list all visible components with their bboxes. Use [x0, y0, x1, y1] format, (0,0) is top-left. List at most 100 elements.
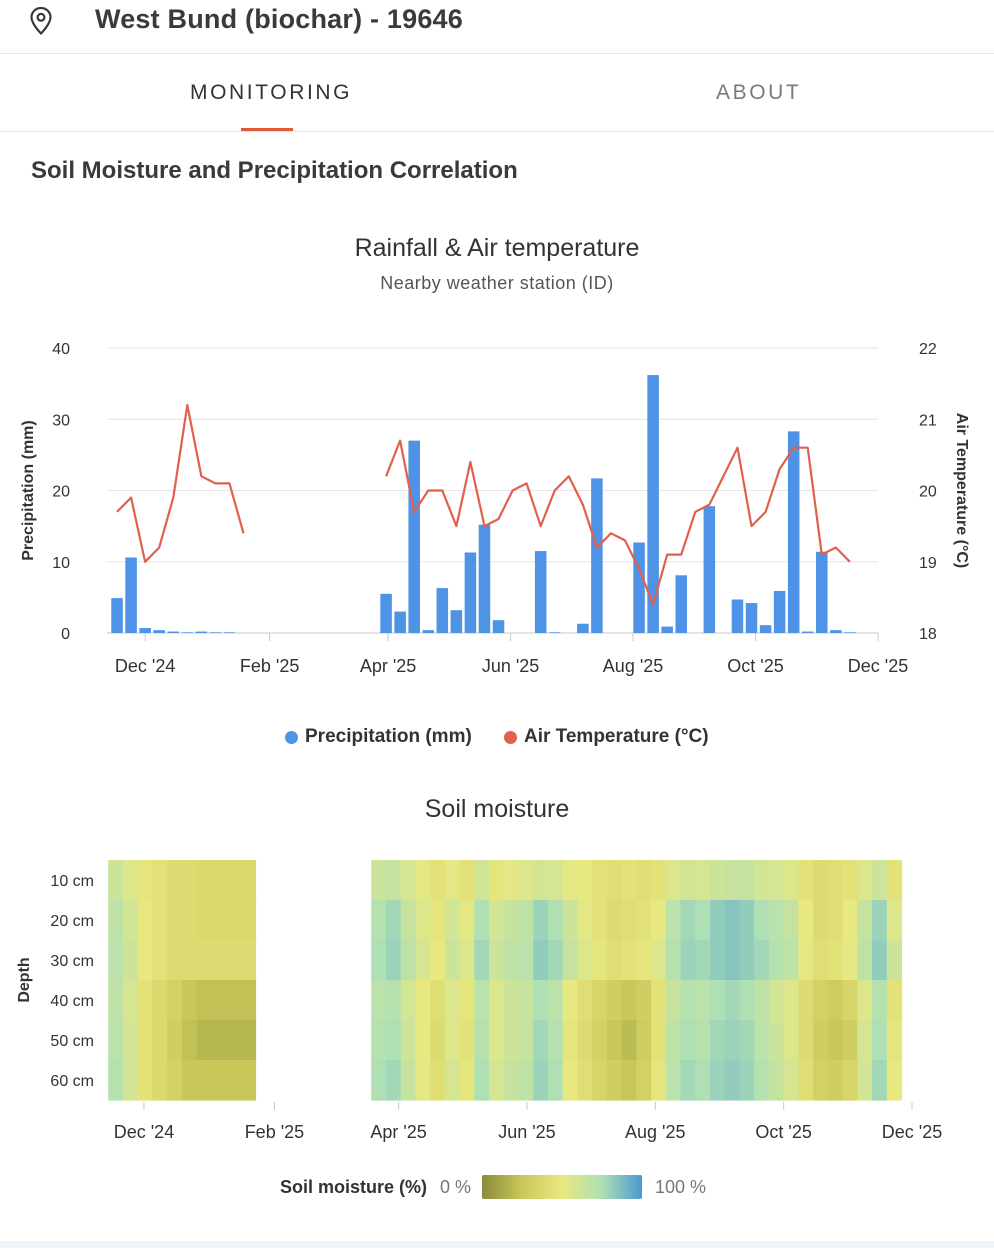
precipitation-bar [125, 557, 137, 633]
heatmap-cell [636, 980, 652, 1021]
heatmap-cell [872, 980, 888, 1021]
x-tick-label: Dec '25 [882, 1122, 942, 1142]
heatmap-cell [518, 980, 534, 1021]
tab-monitoring[interactable]: MONITORING [190, 81, 353, 104]
heatmap-cell [415, 980, 431, 1021]
heatmap-cell [651, 940, 667, 981]
precipitation-bar [394, 611, 406, 633]
heatmap-cell [430, 980, 446, 1021]
heatmap-cell [783, 1060, 799, 1101]
heatmap-cell [503, 900, 520, 941]
heatmap-cell [137, 940, 153, 981]
heatmap-cell [371, 900, 387, 941]
heatmap-cell [503, 860, 520, 901]
heatmap-cell [385, 1020, 402, 1061]
y-tick-label: 0 [61, 626, 70, 643]
heatmap-cell [533, 860, 549, 901]
heatmap-cell [167, 1060, 183, 1101]
legend-temperature[interactable]: Air Temperature (°C) [504, 726, 709, 748]
heatmap-cell [886, 900, 903, 941]
x-tick-label: Feb '25 [245, 1122, 304, 1142]
color-scale-min: 0 % [440, 1177, 472, 1197]
heatmap-cell [167, 860, 183, 901]
heatmap-cell [710, 900, 726, 941]
heatmap-cell [562, 1060, 579, 1101]
heatmap-cell [606, 860, 623, 901]
x-tick-label: Aug '25 [625, 1122, 686, 1142]
heatmap-cell [783, 900, 799, 941]
heatmap-cell [827, 980, 844, 1021]
x-tick-label: Apr '25 [370, 1122, 426, 1142]
heatmap-cell [385, 860, 402, 901]
heatmap-cell [547, 980, 564, 1021]
heatmap-cell [122, 1060, 139, 1101]
precipitation-bar [661, 626, 673, 633]
heatmap-cell [196, 1020, 212, 1061]
heatmap-cell [196, 860, 212, 901]
depth-label: 60 cm [50, 1073, 94, 1090]
precipitation-bar [830, 630, 842, 633]
heatmap-cell [813, 1060, 829, 1101]
y-tick-label: 40 [52, 341, 70, 358]
precipitation-bar [591, 478, 603, 633]
heatmap-cell [872, 900, 888, 941]
heatmap-cell [430, 900, 446, 941]
heatmap-cell [562, 980, 579, 1021]
heatmap-cell [695, 860, 711, 901]
heatmap-cell [122, 980, 139, 1021]
heatmap-cell [415, 1060, 431, 1101]
heatmap-cell [474, 860, 490, 901]
heatmap-cell [400, 940, 417, 981]
x-tick-label: Apr '25 [360, 656, 416, 676]
heatmap-cell [827, 940, 844, 981]
heatmap-cell [577, 1060, 593, 1101]
rainfall-chart-legend: Precipitation (mm) Air Temperature (°C) [0, 726, 994, 752]
heatmap-cell [108, 900, 124, 941]
legend-precipitation[interactable]: Precipitation (mm) [285, 726, 472, 748]
heatmap-cell [108, 860, 124, 901]
precipitation-bar [577, 623, 589, 633]
heatmap-cell [768, 980, 785, 1021]
precipitation-bar [167, 631, 180, 633]
heatmap-cell [415, 900, 431, 941]
heatmap-cell [592, 1020, 608, 1061]
color-scale-max: 100 % [655, 1177, 707, 1197]
x-tick-label: Feb '25 [240, 656, 299, 676]
heatmap-cell [842, 900, 858, 941]
heatmap-cell [724, 1060, 741, 1101]
bottom-strip [0, 1241, 994, 1248]
heatmap-cell [167, 980, 183, 1021]
heatmap-cell [739, 1060, 755, 1101]
heatmap-cell [444, 980, 461, 1021]
heatmap-cell [444, 860, 461, 901]
heatmap-cell [474, 1060, 490, 1101]
heatmap-cell [621, 1060, 637, 1101]
heatmap-cell [459, 900, 475, 941]
y2-tick-label: 21 [919, 412, 937, 429]
heatmap-cell [710, 940, 726, 981]
heatmap-cell [503, 940, 520, 981]
heatmap-cell [415, 1020, 431, 1061]
heatmap-cell [680, 940, 696, 981]
heatmap-cell [181, 980, 198, 1021]
heatmap-cell [606, 1020, 623, 1061]
heatmap-cell [783, 860, 799, 901]
heatmap-cell [108, 980, 124, 1021]
page-header: West Bund (biochar) - 19646 [0, 0, 994, 54]
heatmap-cell [196, 900, 212, 941]
heatmap-cell [562, 900, 579, 941]
tab-bar: MONITORING ABOUT [0, 54, 994, 132]
heatmap-cell [400, 1060, 417, 1101]
heatmap-cell [857, 860, 873, 901]
heatmap-cell [886, 980, 903, 1021]
heatmap-cell [533, 900, 549, 941]
heatmap-cell [211, 980, 227, 1021]
tab-about[interactable]: ABOUT [716, 81, 802, 104]
heatmap-cell [226, 940, 242, 981]
heatmap-cell [459, 860, 475, 901]
heatmap-cell [886, 1060, 903, 1101]
heatmap-cell [489, 940, 505, 981]
heatmap-cell [665, 860, 682, 901]
heatmap-cell [592, 1060, 608, 1101]
heatmap-cell [489, 1060, 505, 1101]
